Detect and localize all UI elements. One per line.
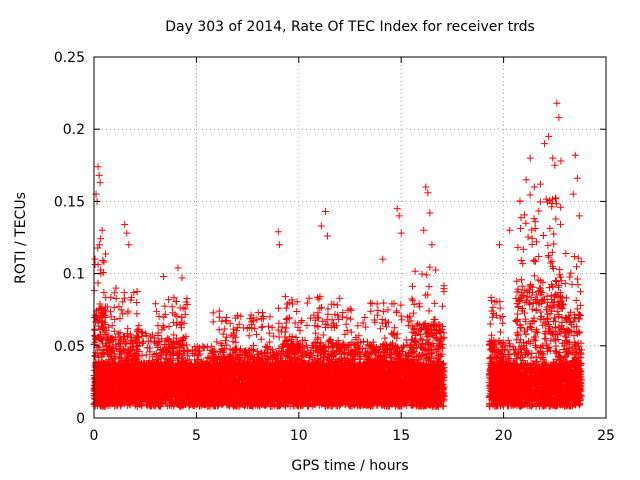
data-point bbox=[229, 325, 237, 333]
data-point bbox=[209, 309, 217, 317]
data-point bbox=[152, 300, 160, 308]
data-point bbox=[297, 318, 305, 326]
data-point bbox=[336, 294, 344, 302]
data-point bbox=[380, 299, 388, 307]
data-point bbox=[397, 301, 405, 309]
data-point bbox=[135, 322, 143, 330]
data-point bbox=[99, 256, 107, 264]
data-point bbox=[215, 307, 223, 315]
data-point bbox=[100, 288, 108, 296]
data-point bbox=[119, 298, 127, 306]
data-point bbox=[183, 294, 191, 302]
data-point bbox=[314, 323, 322, 331]
data-point bbox=[133, 310, 141, 318]
data-point bbox=[361, 313, 369, 321]
data-point bbox=[94, 244, 102, 252]
data-point bbox=[311, 322, 319, 330]
data-point bbox=[316, 304, 324, 312]
data-point bbox=[257, 335, 265, 343]
data-point bbox=[139, 338, 147, 346]
data-point bbox=[440, 282, 448, 290]
data-point bbox=[423, 271, 431, 279]
data-point bbox=[359, 319, 367, 327]
data-point bbox=[328, 316, 336, 324]
data-point bbox=[342, 320, 350, 328]
data-point bbox=[97, 235, 105, 243]
data-point bbox=[254, 309, 262, 317]
data-point bbox=[384, 306, 392, 314]
data-point bbox=[318, 303, 326, 311]
data-point bbox=[425, 307, 433, 315]
data-point bbox=[333, 301, 341, 309]
data-point bbox=[398, 316, 406, 324]
data-point bbox=[221, 325, 229, 333]
data-point bbox=[253, 330, 261, 338]
data-point bbox=[303, 299, 311, 307]
data-point bbox=[335, 315, 343, 323]
data-point bbox=[275, 304, 283, 312]
data-point bbox=[281, 293, 289, 301]
data-point bbox=[235, 320, 243, 328]
data-point bbox=[246, 315, 254, 323]
data-point bbox=[347, 328, 355, 336]
data-point bbox=[168, 303, 176, 311]
data-point bbox=[209, 318, 217, 326]
data-point bbox=[418, 336, 426, 344]
data-point bbox=[312, 329, 320, 337]
data-point bbox=[112, 284, 120, 292]
data-point bbox=[161, 302, 169, 310]
data-point bbox=[251, 325, 259, 333]
data-point bbox=[374, 306, 382, 314]
data-point bbox=[425, 283, 433, 291]
data-point bbox=[106, 308, 114, 316]
data-point bbox=[107, 313, 115, 321]
data-point bbox=[142, 351, 150, 359]
data-point bbox=[409, 296, 417, 304]
data-points bbox=[90, 99, 585, 410]
data-point bbox=[341, 330, 349, 338]
data-point bbox=[173, 312, 181, 320]
data-point bbox=[411, 267, 419, 275]
data-point bbox=[431, 299, 439, 307]
